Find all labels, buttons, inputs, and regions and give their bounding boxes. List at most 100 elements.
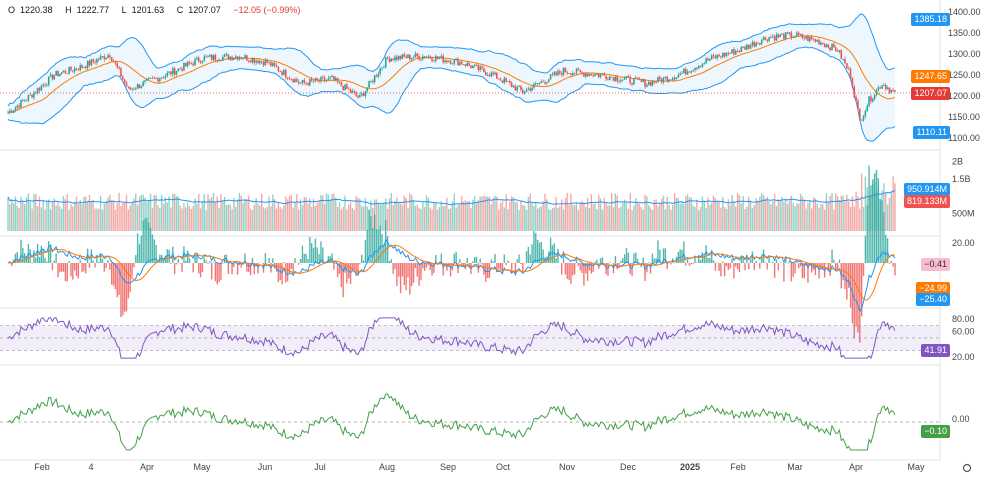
candle bbox=[701, 63, 704, 67]
volume-bar bbox=[522, 204, 524, 231]
volume-bar bbox=[620, 206, 622, 231]
macd-histogram-bar bbox=[627, 252, 630, 263]
macd-histogram-bar bbox=[11, 263, 13, 267]
macd-histogram-bar bbox=[73, 263, 76, 271]
candle bbox=[784, 32, 787, 40]
volume-bar bbox=[438, 206, 441, 231]
volume-bar bbox=[520, 201, 522, 231]
volume-bar bbox=[723, 206, 726, 231]
candle bbox=[257, 60, 259, 64]
candle bbox=[560, 73, 563, 75]
candle bbox=[451, 63, 454, 65]
volume-bar bbox=[36, 206, 39, 231]
macd-histogram-bar bbox=[562, 254, 565, 263]
candle bbox=[446, 60, 448, 63]
volume-bar bbox=[722, 197, 724, 231]
volume-bar bbox=[33, 194, 35, 231]
macd-histogram-bar bbox=[698, 256, 700, 263]
candle bbox=[705, 58, 707, 64]
volume-bar bbox=[225, 205, 228, 231]
volume-bar bbox=[418, 207, 420, 231]
volume-bar bbox=[479, 196, 481, 231]
macd-histogram-bar bbox=[227, 263, 230, 275]
volume-bar bbox=[638, 203, 641, 231]
volume-bar bbox=[640, 207, 643, 231]
macd-histogram-bar bbox=[894, 263, 896, 276]
macd-histogram-bar bbox=[710, 250, 713, 263]
macd-histogram-bar bbox=[110, 263, 113, 285]
candle bbox=[696, 67, 698, 69]
volume-bar bbox=[155, 195, 157, 231]
candle bbox=[436, 56, 439, 59]
macd-histogram-bar bbox=[718, 263, 720, 271]
macd-histogram-bar bbox=[472, 261, 474, 263]
macd-histogram-bar bbox=[635, 252, 637, 263]
macd-histogram-bar bbox=[690, 263, 693, 265]
candle bbox=[744, 46, 746, 50]
macd-histogram-bar bbox=[349, 263, 352, 285]
candle bbox=[220, 60, 222, 62]
macd-histogram-bar bbox=[588, 263, 591, 271]
candle bbox=[51, 74, 54, 80]
macd-histogram-bar bbox=[218, 263, 220, 283]
macd-histogram-bar bbox=[488, 263, 491, 278]
macd-histogram-bar bbox=[88, 263, 91, 268]
macd-histogram-bar bbox=[77, 263, 80, 279]
macd-histogram-bar bbox=[746, 254, 748, 263]
candle bbox=[697, 66, 700, 69]
settings-gear-icon[interactable] bbox=[962, 463, 972, 473]
candle bbox=[531, 87, 533, 91]
macd-histogram-bar bbox=[220, 263, 222, 280]
volume-bar bbox=[110, 200, 113, 231]
candle bbox=[381, 67, 383, 69]
macd-histogram-bar bbox=[299, 258, 302, 263]
macd-histogram-bar bbox=[372, 228, 374, 263]
macd-histogram-bar bbox=[620, 260, 622, 263]
candle bbox=[594, 74, 596, 77]
macd-histogram-bar bbox=[886, 238, 889, 263]
candle bbox=[327, 78, 330, 80]
candle bbox=[42, 84, 44, 86]
candle bbox=[468, 62, 470, 66]
volume-bar bbox=[481, 196, 483, 231]
candle bbox=[349, 89, 352, 93]
candle bbox=[529, 88, 532, 91]
volume-bar bbox=[655, 199, 657, 231]
macd-histogram-bar bbox=[268, 258, 270, 263]
candle bbox=[301, 80, 304, 84]
candle bbox=[136, 84, 139, 89]
volume-bar bbox=[823, 209, 826, 231]
candle bbox=[388, 58, 391, 62]
volume-bar bbox=[523, 205, 526, 231]
price-tick: 1400.00 bbox=[948, 7, 981, 17]
candle bbox=[325, 79, 328, 81]
volume-bar bbox=[507, 209, 509, 231]
macd-histogram-bar bbox=[605, 263, 607, 275]
volume-bar bbox=[305, 197, 307, 231]
volume-bar bbox=[227, 204, 230, 231]
volume-bar bbox=[442, 206, 444, 231]
macd-histogram-bar bbox=[853, 263, 855, 339]
candle bbox=[390, 58, 393, 62]
tag-upper-band: 1385.18 bbox=[911, 13, 950, 26]
volume-bar bbox=[644, 194, 646, 231]
volume-bar bbox=[886, 204, 889, 231]
macd-histogram-bar bbox=[733, 263, 735, 279]
candle bbox=[283, 70, 285, 75]
macd-histogram-bar bbox=[72, 263, 74, 280]
high-label: H 1222.77 bbox=[65, 5, 110, 15]
candle bbox=[831, 43, 833, 51]
candle bbox=[75, 68, 78, 70]
volume-bar bbox=[449, 208, 452, 231]
candle bbox=[660, 79, 663, 83]
macd-histogram-bar bbox=[401, 263, 404, 277]
candle bbox=[170, 71, 172, 75]
candle bbox=[279, 71, 282, 72]
volume-bar bbox=[805, 208, 807, 231]
macd-histogram-bar bbox=[101, 258, 104, 263]
macd-histogram-bar bbox=[560, 263, 563, 275]
time-tick: 2025 bbox=[680, 462, 700, 472]
open-label: O 1220.38 bbox=[8, 5, 53, 15]
candle bbox=[38, 88, 41, 91]
